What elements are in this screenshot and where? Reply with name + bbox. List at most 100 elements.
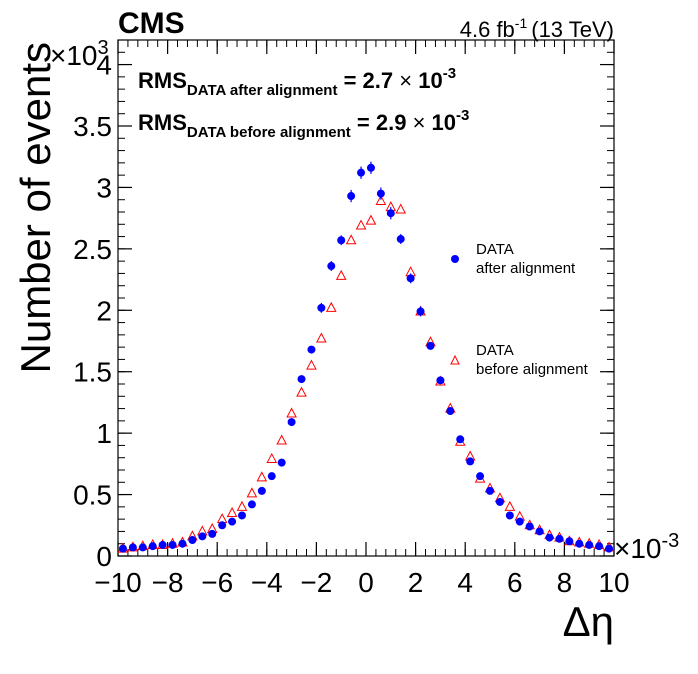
data-point-after-alignment [565,537,574,546]
x-tick-label: 0 [358,567,374,598]
x-tick-label: 10 [598,567,629,598]
data-point-before-alignment [256,471,268,482]
y-tick-label: 2 [96,295,112,326]
x-tick-labels: −10 −8 −6 −4 −2 0 2 4 6 8 10 [94,567,629,598]
data-point-after-alignment [376,189,385,198]
x-tick-label: −8 [152,567,184,598]
data-point-before-alignment [316,332,327,343]
data-point-after-alignment [198,532,207,541]
x-tick-label: 6 [507,567,523,598]
data-point-before-alignment [226,506,238,517]
data-point-before-alignment [504,500,516,511]
y-axis-title: Number of events [12,42,59,374]
data-points [117,161,615,553]
data-point-after-alignment [118,544,127,553]
data-point-after-alignment [486,486,494,495]
data-point-after-alignment [138,543,147,552]
data-point-after-alignment [575,539,584,548]
y-tick-label: 1 [96,418,112,449]
x-axis-title: Δη [563,598,614,645]
legend-marker-before [450,354,460,365]
y-tick-label: 4 [96,50,112,81]
data-point-before-alignment [286,407,297,418]
data-point-before-alignment [246,487,258,498]
data-point-after-alignment [585,540,594,549]
legend-label-before-line2: before alignment [476,361,589,378]
data-point-after-alignment [495,497,504,506]
data-point-before-alignment [355,219,367,230]
data-point-after-alignment [456,435,465,444]
data-point-after-alignment [238,511,246,520]
data-point-after-alignment [545,533,554,542]
y-tick-label: 0.5 [73,480,112,511]
luminosity-label: 4.6 fb-1 (13 TeV) [460,15,614,42]
data-point-after-alignment [505,511,514,520]
data-point-after-alignment [366,163,375,172]
legend-label-before-line1: DATA [476,342,514,359]
data-point-after-alignment [317,303,326,312]
data-point-after-alignment [416,307,425,316]
data-point-after-alignment [406,274,415,283]
axis-ticks [117,39,615,557]
data-point-after-alignment [148,542,157,551]
data-point-after-alignment [595,542,604,551]
x-tick-label: −6 [201,567,233,598]
y-tick-label: 0 [96,541,112,572]
data-point-after-alignment [297,375,306,384]
data-point-after-alignment [525,522,534,531]
data-point-after-alignment [287,418,296,427]
y-tick-label: 3 [96,172,112,203]
data-point-after-alignment [277,458,286,467]
data-point-after-alignment [247,500,256,509]
x-tick-label: 2 [408,567,424,598]
data-point-before-alignment [266,452,278,463]
data-point-after-alignment [168,540,177,549]
data-point-after-alignment [386,209,395,218]
legend-label-after-line2: after alignment [476,260,576,277]
data-point-after-alignment [158,540,167,549]
data-point-after-alignment [307,345,316,354]
data-point-before-alignment [375,194,387,205]
data-point-before-alignment [296,386,307,397]
data-point-before-alignment [276,434,288,445]
data-point-before-alignment [236,500,248,511]
rms-after-annotation: RMSDATA after alignment = 2.7 × 10-3 [138,65,456,99]
data-point-before-alignment [335,269,347,280]
data-point-after-alignment [555,534,564,543]
data-point-after-alignment [357,168,366,177]
data-point-before-alignment [306,359,317,370]
x-tick-label: 8 [557,567,573,598]
data-point-after-alignment [446,407,455,416]
data-point-after-alignment [178,539,187,548]
data-point-after-alignment [426,341,435,350]
data-point-after-alignment [218,521,227,530]
data-point-after-alignment [396,235,405,244]
x-exponent: ×10-3 [614,530,679,564]
data-point-after-alignment [476,472,485,481]
y-tick-labels: 0 0.5 1 1.5 2 2.5 3 3.5 4 [73,50,112,572]
x-tick-label: −10 [94,567,142,598]
rms-before-annotation: RMSDATA before alignment = 2.9 × 10-3 [138,107,469,141]
x-tick-label: −4 [251,567,283,598]
data-point-after-alignment [535,527,544,536]
legend-label-after-line1: DATA [476,241,514,258]
y-tick-label: 2.5 [73,234,112,265]
data-point-after-alignment [208,529,217,538]
data-point-after-alignment [347,192,356,201]
data-point-before-alignment [345,234,357,245]
data-point-after-alignment [228,517,237,526]
data-point-after-alignment [466,457,475,466]
data-point-after-alignment [188,536,197,545]
data-point-after-alignment [515,517,524,526]
data-point-after-alignment [128,543,137,552]
data-point-after-alignment [267,472,276,481]
experiment-label: CMS [118,7,185,40]
data-point-after-alignment [605,544,614,553]
data-point-before-alignment [325,301,337,312]
legend: DATA after alignment DATA before alignme… [450,241,589,378]
data-point-after-alignment [257,486,266,495]
y-tick-label: 3.5 [73,111,112,142]
data-point-before-alignment [395,203,407,214]
y-tick-label: 1.5 [73,357,112,388]
y-exponent: ×103 [50,37,109,71]
